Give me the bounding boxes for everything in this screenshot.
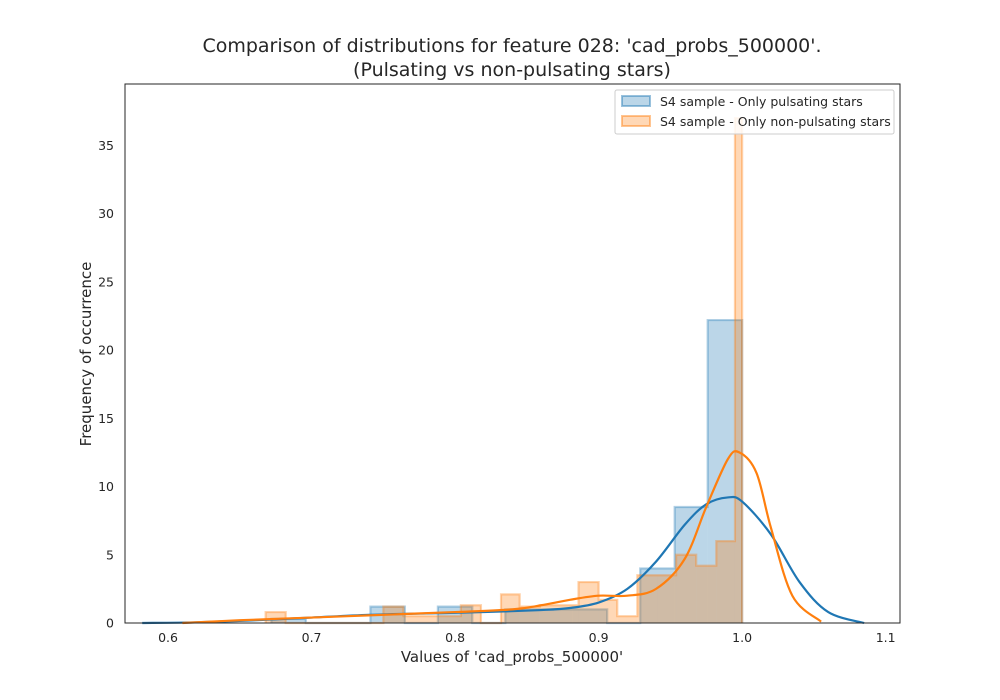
y-tick-label: 15 <box>98 411 114 426</box>
legend-label-non-pulsating: S4 sample - Only non-pulsating stars <box>660 114 891 129</box>
hist-bar-pulsating-0 <box>271 618 306 623</box>
hist-bar-non-pulsating-10 <box>460 605 481 623</box>
x-tick-label: 0.9 <box>589 630 609 645</box>
hist-bar-non-pulsating-18 <box>617 616 638 623</box>
x-tick-label: 0.8 <box>445 630 465 645</box>
plot-frame <box>124 83 901 624</box>
hist-outline-pulsating <box>270 318 744 625</box>
hist-bar-non-pulsating-24 <box>734 118 743 623</box>
y-axis-ticks: 0 5 10 15 20 25 30 35 <box>98 138 114 631</box>
hist-bar-non-pulsating-7 <box>403 616 423 623</box>
hist-bar-non-pulsating-16 <box>578 582 599 623</box>
hist-bar-pulsating-8 <box>572 609 608 623</box>
y-tick-label: 0 <box>106 616 114 631</box>
hist-bar-non-pulsating-22 <box>696 565 717 623</box>
chart-title-line-1: Comparison of distributions for feature … <box>202 35 821 57</box>
y-tick-label: 20 <box>98 343 114 358</box>
legend-box <box>614 89 895 135</box>
legend-swatch-non-pulsating <box>621 115 651 127</box>
hist-bar-non-pulsating-14 <box>539 605 559 623</box>
x-axis-label: Values of 'cad_probs_500000' <box>401 648 623 667</box>
hist-bar-pulsating-7 <box>539 609 573 623</box>
chart-title-line-2: (Pulsating vs non-pulsating stars) <box>353 59 671 81</box>
hist-bar-non-pulsating-9 <box>442 616 461 623</box>
legend: S4 sample - Only pulsating stars S4 samp… <box>614 89 895 135</box>
kde-line-non-pulsating <box>182 450 822 625</box>
hist-bar-non-pulsating-19 <box>637 575 658 623</box>
hist-bar-non-pulsating-23 <box>716 541 735 623</box>
x-tick-label: 1.1 <box>876 630 896 645</box>
x-tick-label: 0.7 <box>302 630 322 645</box>
y-tick-label: 35 <box>98 138 114 153</box>
kde-layer <box>142 450 865 625</box>
hist-bar-pulsating-6 <box>505 609 540 623</box>
y-tick-label: 25 <box>98 274 114 289</box>
x-tick-label: 1.0 <box>732 630 752 645</box>
y-tick-label: 10 <box>98 479 114 494</box>
hist-bar-non-pulsating-21 <box>676 554 697 623</box>
x-axis-ticks: 0.6 0.7 0.8 0.9 1.0 1.1 <box>158 630 895 645</box>
y-axis-label: Frequency of occurrence <box>77 262 95 447</box>
hist-bar-non-pulsating-0 <box>265 612 286 623</box>
legend-swatch-pulsating <box>621 95 651 107</box>
x-tick-label: 0.6 <box>158 630 178 645</box>
plot-area <box>142 117 865 625</box>
y-tick-label: 5 <box>106 547 114 562</box>
y-tick-label: 30 <box>98 206 114 221</box>
hist-bar-non-pulsating-20 <box>657 575 677 623</box>
hist-bar-pulsating-12 <box>707 320 743 623</box>
hist-bar-non-pulsating-17 <box>598 599 618 623</box>
hist-bar-non-pulsating-8 <box>422 616 443 623</box>
legend-label-pulsating: S4 sample - Only pulsating stars <box>660 94 863 109</box>
